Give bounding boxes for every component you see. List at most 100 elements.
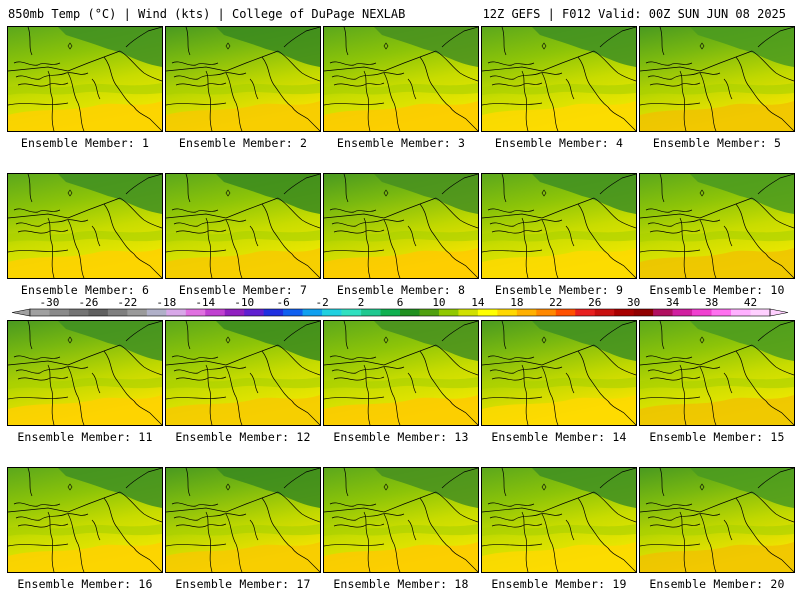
ensemble-member-label: Ensemble Member: 8 [336, 283, 466, 297]
colorbar-tick-label: 18 [510, 296, 523, 309]
colorbar-segment [127, 309, 148, 316]
ensemble-map-panel [481, 467, 637, 573]
ensemble-member-label: Ensemble Member: 1 [20, 136, 150, 150]
colorbar-segment [497, 309, 518, 316]
colorbar-tick-label: 30 [627, 296, 640, 309]
colorbar-segment [731, 309, 751, 316]
colorbar-segment [477, 309, 498, 316]
colorbar-tick-label: -18 [156, 296, 176, 309]
colorbar-segment [614, 309, 634, 316]
ensemble-map-panel [165, 26, 321, 132]
colorbar-segment [30, 309, 50, 316]
ensemble-map-panel [639, 26, 795, 132]
colorbar-segment [692, 309, 712, 316]
colorbar-arrow-right [769, 308, 789, 317]
ensemble-member-label: Ensemble Member: 4 [494, 136, 624, 150]
ensemble-member-label: Ensemble Member: 13 [333, 430, 469, 444]
ensemble-map-panel [165, 320, 321, 426]
ensemble-member-label: Ensemble Member: 5 [652, 136, 782, 150]
colorbar-segment [653, 309, 673, 316]
ensemble-member-label: Ensemble Member: 12 [175, 430, 311, 444]
colorbar-segment [185, 309, 206, 316]
colorbar-segment [88, 309, 109, 316]
ensemble-member-label: Ensemble Member: 9 [494, 283, 624, 297]
ensemble-member-label: Ensemble Member: 3 [336, 136, 466, 150]
colorbar-tick-label: -10 [234, 296, 254, 309]
colorbar-tick-label: 14 [471, 296, 485, 309]
colorbar-segment [341, 309, 362, 316]
colorbar-tick-label: -14 [195, 296, 215, 309]
colorbar-segment [400, 309, 420, 316]
colorbar-segment [458, 309, 479, 316]
ensemble-member-label: Ensemble Member: 2 [178, 136, 308, 150]
colorbar-segment [283, 309, 303, 316]
colorbar-tick-label: -30 [40, 296, 60, 309]
colorbar-segment [166, 309, 187, 316]
ensemble-map-panel [7, 173, 163, 279]
ensemble-map-panel [7, 467, 163, 573]
colorbar-tick-label: 42 [744, 296, 757, 309]
ensemble-map-panel [165, 467, 321, 573]
colorbar-segment [536, 309, 557, 316]
ensemble-member-label: Ensemble Member: 19 [491, 577, 627, 591]
ensemble-map-panel [639, 320, 795, 426]
colorbar-segment [555, 309, 576, 316]
ensemble-map-panel [639, 467, 795, 573]
ensemble-map-panel [7, 26, 163, 132]
colorbar-tick-label: 26 [588, 296, 601, 309]
colorbar-tick-label: 6 [397, 296, 404, 309]
colorbar-segment [516, 309, 537, 316]
ensemble-map-panel [7, 320, 163, 426]
ensemble-map-panel [323, 26, 479, 132]
colorbar-tick-label: -26 [78, 296, 98, 309]
ensemble-member-label: Ensemble Member: 6 [20, 283, 150, 297]
colorbar-tick-label: 2 [358, 296, 365, 309]
map-title: 850mb Temp (°C) | Wind (kts) | College o… [8, 7, 406, 21]
colorbar-tick-label: -22 [117, 296, 137, 309]
ensemble-member-label: Ensemble Member: 18 [333, 577, 469, 591]
ensemble-member-label: Ensemble Member: 16 [17, 577, 153, 591]
colorbar-segment [205, 309, 226, 316]
ensemble-map-panel [481, 173, 637, 279]
colorbar-segment [224, 309, 245, 316]
ensemble-map-panel [323, 320, 479, 426]
colorbar-segment [380, 309, 401, 316]
colorbar-segment [711, 309, 732, 316]
ensemble-map-panel [323, 467, 479, 573]
colorbar-segment [322, 309, 342, 316]
colorbar-segment [107, 309, 128, 316]
ensemble-map-panel [165, 173, 321, 279]
valid-time: 12Z GEFS | F012 Valid: 00Z SUN JUN 08 20… [482, 7, 786, 21]
colorbar-segment [302, 309, 323, 316]
colorbar-segment [68, 309, 89, 316]
colorbar-arrow-left [11, 308, 31, 317]
colorbar-tick-label: 22 [549, 296, 562, 309]
colorbar-tick-label: -2 [315, 296, 328, 309]
ensemble-member-label: Ensemble Member: 11 [17, 430, 153, 444]
ensemble-map-panel [323, 173, 479, 279]
colorbar-segment [419, 309, 440, 316]
colorbar-segment [438, 309, 459, 316]
colorbar-segment [146, 309, 167, 316]
colorbar-segment [594, 309, 615, 316]
ensemble-member-label: Ensemble Member: 15 [649, 430, 785, 444]
colorbar-segment [49, 309, 70, 316]
ensemble-member-label: Ensemble Member: 14 [491, 430, 627, 444]
colorbar-segment [361, 309, 381, 316]
ensemble-map-panel [639, 173, 795, 279]
colorbar-segment [750, 309, 771, 316]
colorbar-outline [29, 308, 771, 317]
colorbar-segment [575, 309, 596, 316]
colorbar-segment [633, 309, 654, 316]
ensemble-member-label: Ensemble Member: 17 [175, 577, 311, 591]
colorbar-segment [263, 309, 284, 316]
ensemble-member-label: Ensemble Member: 7 [178, 283, 308, 297]
colorbar-segment [244, 309, 264, 316]
colorbar-tick-label: 10 [432, 296, 445, 309]
ensemble-member-label: Ensemble Member: 20 [649, 577, 785, 591]
ensemble-member-label: Ensemble Member: 10 [649, 283, 785, 297]
colorbar-tick-label: 34 [666, 296, 680, 309]
ensemble-map-panel [481, 26, 637, 132]
ensemble-map-panel [481, 320, 637, 426]
temperature-colorbar: -30 -26 -22 -18 -14 -10 -6 -2 2 6 10 14 18 22 26 30 34 38… [11, 296, 789, 317]
